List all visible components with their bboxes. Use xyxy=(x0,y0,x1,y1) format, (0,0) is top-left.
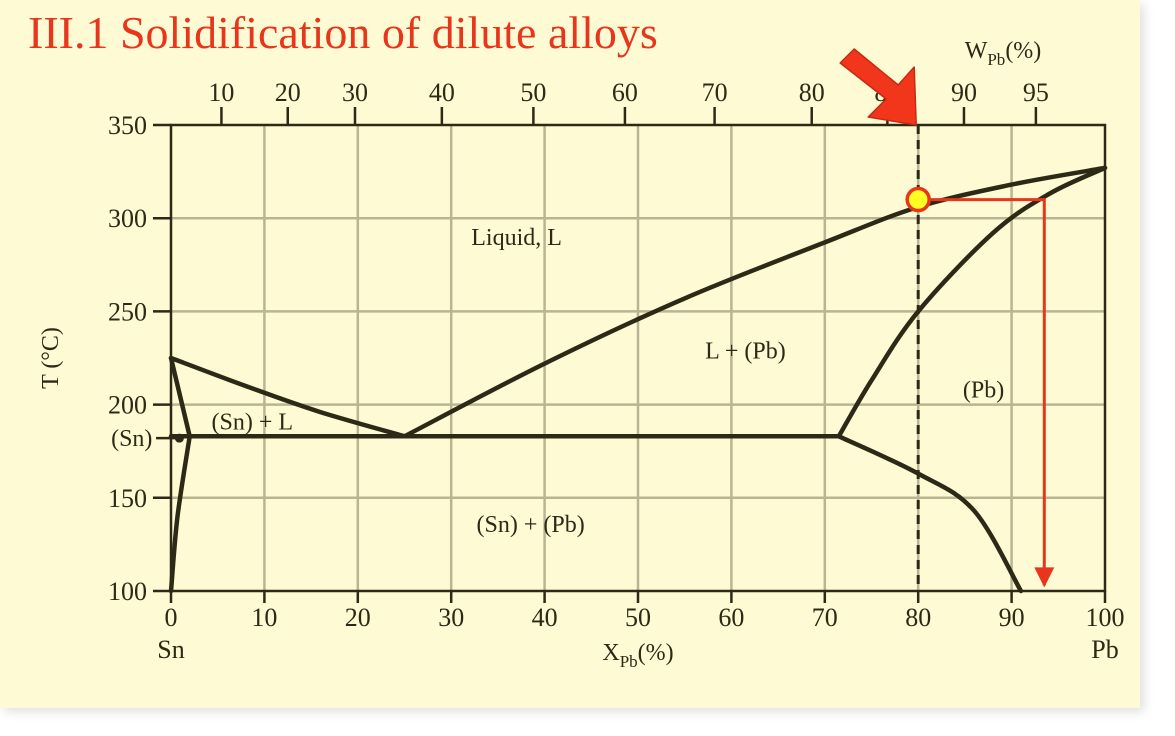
x-tick-label: 0 xyxy=(165,603,178,632)
top-tick-label: 20 xyxy=(275,78,301,107)
top-tick-label: 30 xyxy=(342,78,368,107)
phase-region-label: (Sn) + L xyxy=(211,409,293,435)
phase-region-label: (Pb) xyxy=(963,378,1004,404)
axis-ticks: 0 10 20 30 40 50 60 70 80 90 100 Sn Pb 100 150 200 250 30… xyxy=(108,78,1125,664)
y-tick-label: 250 xyxy=(108,297,147,326)
x-axis-top-title: WPb(%) xyxy=(965,38,1042,69)
annotations xyxy=(839,48,1055,591)
x-tick-label: 60 xyxy=(718,603,744,632)
x-tick-label: 90 xyxy=(999,603,1025,632)
x-tick-label: 70 xyxy=(812,603,838,632)
phase-boundary-curve xyxy=(168,355,192,439)
x-tick-label: 30 xyxy=(438,603,464,632)
phase-region-label: Liquid, L xyxy=(471,225,562,251)
phase-region-label: (Sn) + (Pb) xyxy=(476,512,584,538)
liquidus-intersection-marker xyxy=(905,186,931,213)
x-tick-label: 50 xyxy=(625,603,651,632)
slide-title: III.1 Solidification of dilute alloys xyxy=(28,7,658,58)
cooling-path-arrowhead xyxy=(1034,567,1055,588)
x-tick-label: 100 xyxy=(1086,603,1125,632)
top-tick-label: 50 xyxy=(520,78,546,107)
top-tick-label: 40 xyxy=(429,78,455,107)
y-tick-label: 150 xyxy=(108,484,147,513)
pb-end-label: Pb xyxy=(1091,635,1118,664)
phase-boundaries xyxy=(168,165,1108,594)
phase-region-label: L + (Pb) xyxy=(705,339,786,365)
x-tick-label: 20 xyxy=(345,603,371,632)
top-tick-label: 60 xyxy=(612,78,638,107)
y-tick-label: 200 xyxy=(108,391,147,420)
pointer-arrow-icon xyxy=(839,48,917,126)
phase-diagram-chart: 0 10 20 30 40 50 60 70 80 90 100 Sn Pb 100 150 200 250 30… xyxy=(38,38,1125,671)
cooling-path-line xyxy=(918,198,1046,586)
top-tick-label: 70 xyxy=(702,78,728,107)
y-tick-label: 100 xyxy=(108,577,147,606)
top-tick-label: 90 xyxy=(951,78,977,107)
top-tick-label: 10 xyxy=(208,78,234,107)
x-axis-bottom-title: XPb(%) xyxy=(602,640,673,671)
phase-boundary-curve xyxy=(836,165,1108,439)
sn-pointer-dot xyxy=(174,433,184,443)
phase-boundary-curve xyxy=(836,434,1024,594)
phase-labels: Liquid, L L + (Pb) (Pb) (Sn) + L (Sn) + (Pb)… xyxy=(111,225,1004,538)
top-tick-label: 95 xyxy=(1023,78,1049,107)
x-tick-label: 10 xyxy=(251,603,277,632)
y-axis-title: T (°C) xyxy=(38,327,64,389)
y-tick-label: 350 xyxy=(108,111,147,140)
phase-region-label: (Sn) xyxy=(111,426,152,452)
phase-boundary-curve xyxy=(168,434,192,594)
sn-end-label: Sn xyxy=(157,635,184,664)
y-tick-label: 300 xyxy=(108,204,147,233)
phase-boundary-curve xyxy=(168,355,407,439)
x-tick-label: 40 xyxy=(532,603,558,632)
top-tick-label: 80 xyxy=(799,78,825,107)
phase-boundary-curve xyxy=(402,165,1108,439)
x-tick-label: 80 xyxy=(905,603,931,632)
